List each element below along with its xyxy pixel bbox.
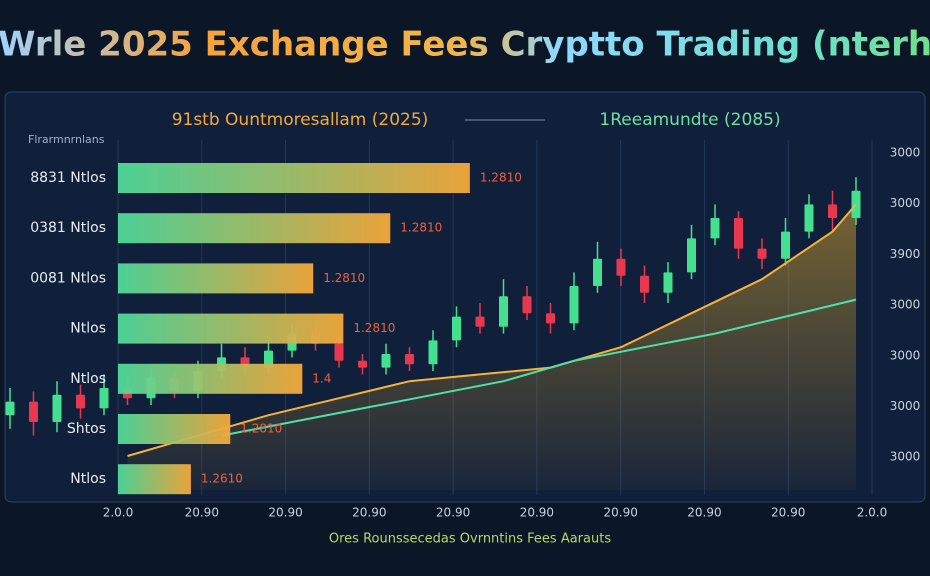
x-axis-label: Ores Rounssecedas Ovrnntins Fees Aarauts	[329, 532, 611, 547]
candle-body	[99, 388, 109, 409]
candle-body	[546, 313, 555, 324]
axis-note: Flrarmnrnlans	[28, 133, 105, 146]
candle-body	[781, 231, 790, 259]
x-tick-label: 20.90	[436, 506, 470, 520]
candle-body	[828, 204, 837, 218]
y2-label: 3000	[890, 196, 921, 210]
y2-label: 3000	[890, 348, 921, 362]
bar	[118, 414, 231, 444]
candle-body	[710, 218, 720, 239]
data-label: 1.2810	[240, 422, 282, 436]
candle-body	[663, 272, 673, 293]
candle-body	[616, 258, 626, 276]
y-tick-label: Ntlos	[70, 371, 106, 387]
candle-body	[757, 248, 767, 259]
candle-body	[381, 354, 391, 368]
y2-label: 3900	[890, 247, 921, 261]
data-label: 1.2610	[201, 472, 243, 486]
x-tick-label: 20.90	[771, 506, 805, 520]
y-tick-label: 0381 Ntlos	[30, 220, 106, 236]
candle-body	[5, 401, 15, 416]
data-label: 1.2810	[353, 321, 395, 335]
candle-body	[499, 296, 508, 327]
bar	[118, 163, 470, 193]
candle-body	[405, 354, 414, 365]
y-tick-label: 8831 Ntlos	[30, 170, 106, 186]
x-tick-label: 20.90	[185, 506, 219, 520]
y-tick-label: Ntlos	[70, 471, 106, 487]
y2-label: 3000	[890, 399, 921, 413]
bar	[118, 213, 391, 244]
subtitle-left: 91stb Ountmoresallam (2025)	[172, 110, 429, 130]
candle-body	[29, 401, 38, 422]
y-tick-label: 0081 Ntlos	[30, 270, 106, 286]
candle-body	[687, 238, 696, 273]
candle-body	[334, 343, 344, 361]
candle-body	[428, 340, 438, 365]
bar	[118, 313, 344, 344]
y2-label: 3000	[890, 450, 921, 464]
data-label: 1.2810	[480, 171, 522, 185]
candle-body	[264, 350, 273, 368]
candle-body	[76, 394, 85, 409]
y2-label: 3000	[890, 146, 921, 160]
bar	[118, 363, 303, 394]
candle-body	[593, 258, 602, 286]
chart-title: Wrle 2025 Exchange Fees Cryptto Trading …	[0, 25, 930, 65]
x-tick-label: 20.90	[268, 506, 302, 520]
data-label: 1.2810	[323, 271, 365, 285]
x-tick-label: 2.0.0	[103, 506, 134, 520]
candle-body	[569, 286, 579, 324]
x-tick-label: 20.90	[687, 506, 721, 520]
candle-body	[804, 204, 814, 232]
candle-body	[475, 316, 485, 327]
candle-body	[640, 275, 649, 293]
x-tick-label: 2.0.0	[857, 506, 888, 520]
y-tick-label: Ntlos	[70, 321, 106, 337]
y-tick-label: Shtos	[67, 421, 106, 437]
bar	[118, 263, 314, 294]
candle-body	[52, 394, 62, 422]
candle-body	[358, 360, 367, 368]
x-tick-label: 20.90	[603, 506, 637, 520]
bar	[118, 464, 191, 495]
x-tick-label: 20.90	[520, 506, 554, 520]
data-label: 1.2810	[400, 221, 442, 235]
x-tick-label: 20.90	[352, 506, 386, 520]
candle-body	[522, 296, 532, 314]
y2-label: 3000	[890, 298, 921, 312]
candle-body	[734, 218, 743, 249]
data-label: 1.4	[312, 371, 331, 385]
candle-body	[452, 316, 461, 341]
line	[221, 298, 857, 437]
subtitle-right: 1Reeamundte (2085)	[599, 110, 780, 130]
line	[127, 203, 857, 457]
